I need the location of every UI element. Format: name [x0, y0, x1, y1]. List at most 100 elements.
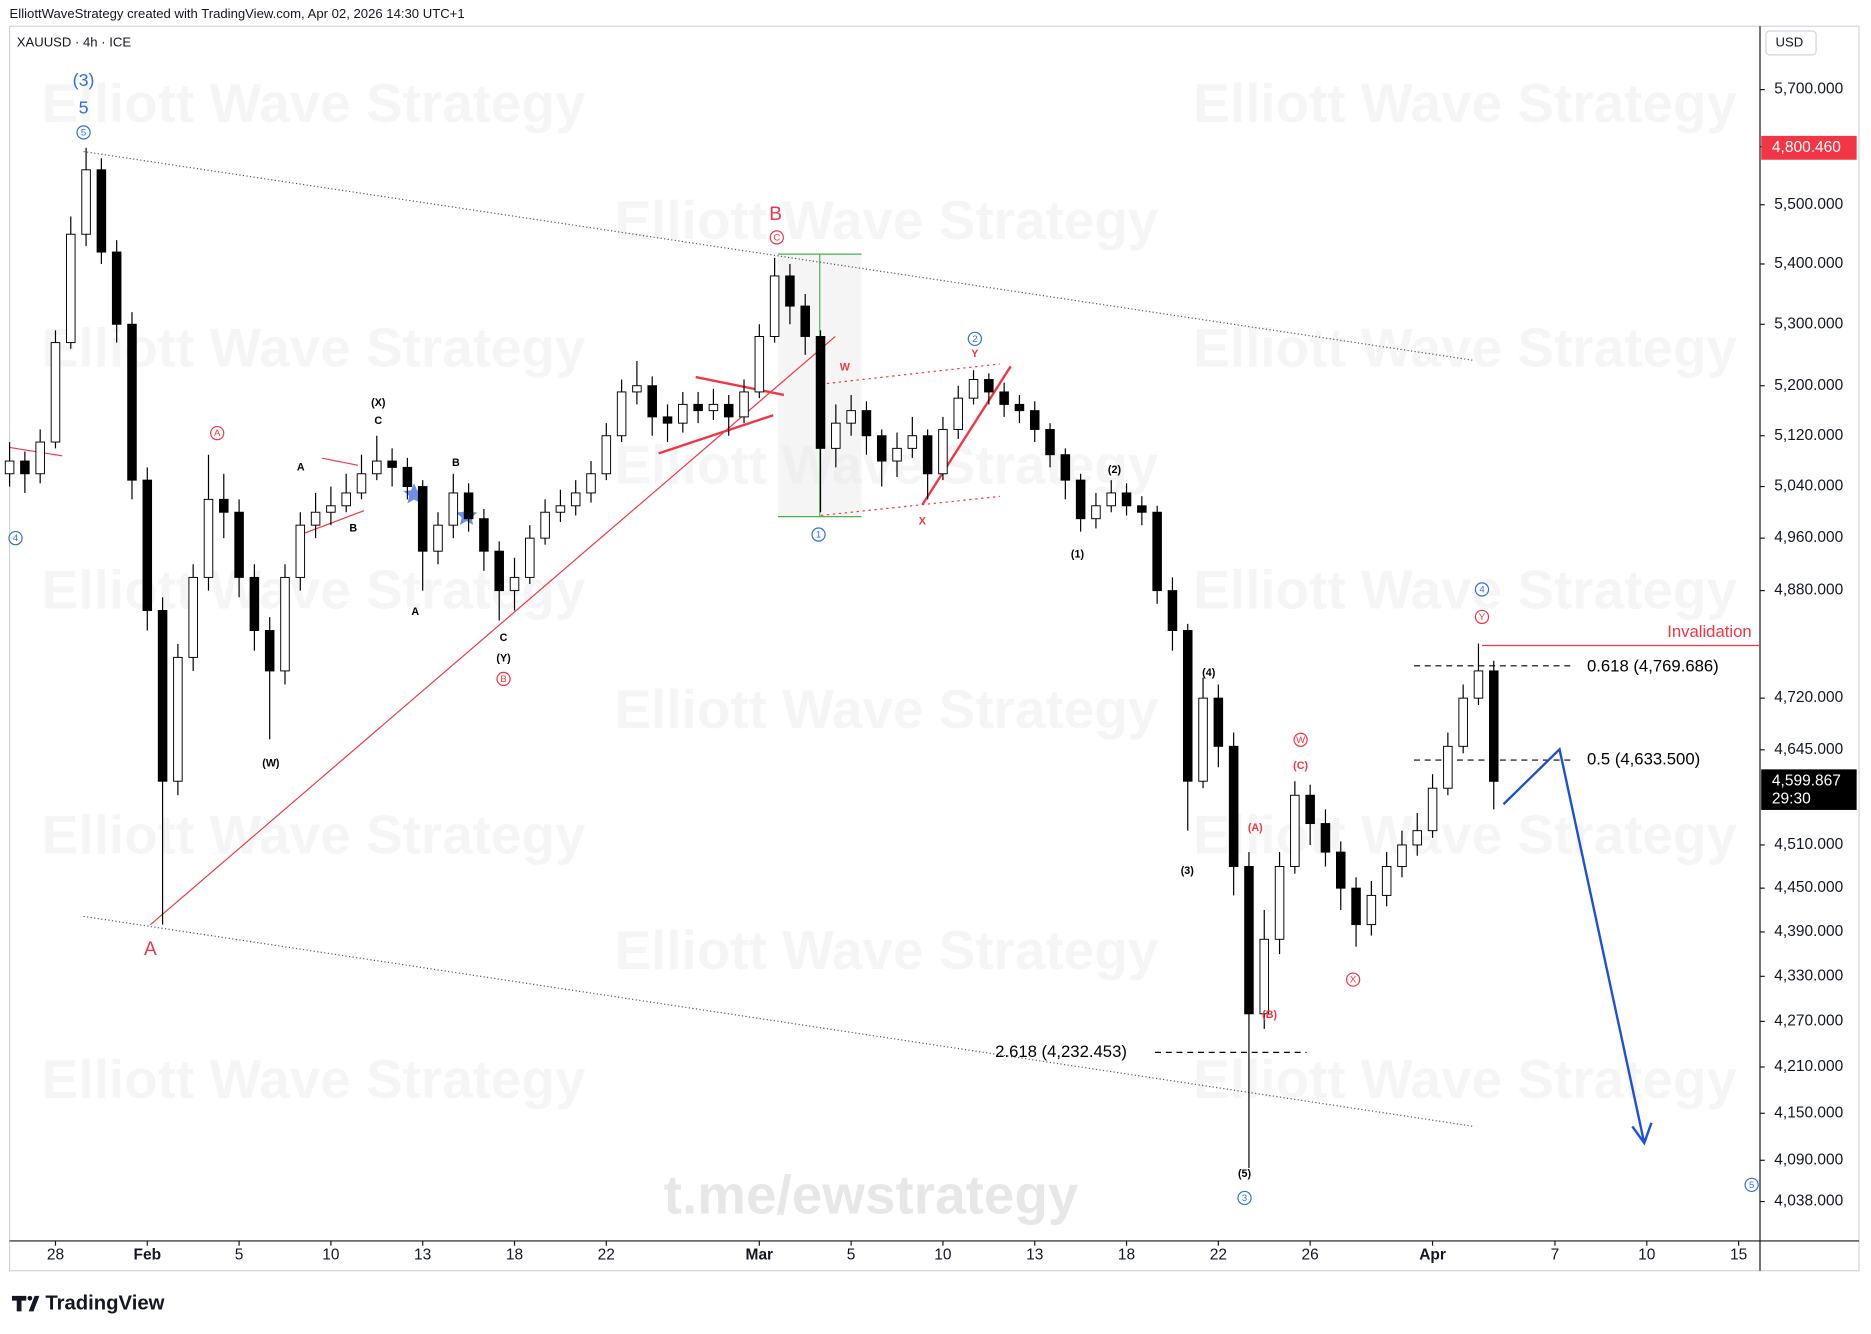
- candle: [127, 312, 137, 500]
- wave-circle: [76, 125, 91, 140]
- candle-body: [1029, 410, 1040, 430]
- candle: [310, 492, 321, 539]
- triangle-line: [300, 510, 365, 536]
- candle: [96, 158, 107, 264]
- candle-body: [953, 397, 963, 430]
- candle: [1121, 483, 1132, 516]
- currency: USD: [1776, 34, 1804, 49]
- candle: [203, 454, 214, 591]
- candle-body: [647, 385, 657, 418]
- candle-body: [632, 385, 642, 393]
- candle: [142, 467, 153, 631]
- candle: [708, 388, 719, 421]
- candle-body: [157, 610, 168, 782]
- symbol-title: XAUUSD · 4h · ICE: [17, 34, 132, 49]
- candle-body: [815, 335, 826, 449]
- candle: [999, 382, 1009, 417]
- candle-body: [387, 460, 397, 468]
- candle: [417, 480, 428, 591]
- candle: [647, 376, 657, 436]
- candle-body: [1121, 492, 1132, 507]
- candle-body: [1427, 787, 1438, 832]
- candle-body: [1137, 505, 1147, 513]
- wave-circle: [967, 331, 983, 347]
- candle: [555, 489, 566, 522]
- candle: [1335, 841, 1346, 910]
- candle-body: [1320, 823, 1331, 853]
- x-tick-label: 18: [1118, 1246, 1135, 1263]
- y-tick-label: 4,330.000: [1774, 967, 1843, 984]
- candle-body: [96, 169, 107, 253]
- wave-label: B: [349, 522, 357, 534]
- wave-label: W: [840, 361, 851, 373]
- watermark: Elliott Wave Strategy: [1193, 1048, 1737, 1110]
- watermark: Elliott Wave Strategy: [42, 1048, 586, 1110]
- candle-body: [754, 335, 765, 393]
- wave-label: (A): [1248, 822, 1263, 834]
- y-tick-label: 5,300.000: [1774, 315, 1843, 332]
- candle: [693, 391, 703, 424]
- candle-body: [402, 466, 413, 488]
- candle-body: [1106, 492, 1117, 507]
- candle-body: [1014, 403, 1025, 412]
- candle-body: [1228, 745, 1239, 867]
- candle: [81, 147, 91, 247]
- candle-body: [35, 441, 45, 475]
- candle: [372, 435, 382, 481]
- candle-body: [1274, 865, 1285, 940]
- currency-box: [1765, 30, 1817, 56]
- candle-body: [1244, 865, 1254, 1015]
- candle-body: [907, 435, 918, 449]
- wave-label: (Y): [496, 652, 511, 664]
- candle: [1075, 473, 1086, 532]
- candle: [984, 373, 994, 405]
- wave-label: B: [500, 674, 506, 685]
- axes: 5,700.0005,600.0005,500.0005,400.0005,30…: [47, 81, 1857, 1263]
- candle: [815, 330, 826, 513]
- watermarks: Elliott Wave Strategy Elliott Wave Strate…: [42, 316, 1737, 1226]
- candle-body: [540, 511, 550, 539]
- x-tick-label: 10: [1638, 1246, 1656, 1263]
- y-tick-label: 4,510.000: [1774, 836, 1843, 853]
- y-tick-label: 4,038.000: [1774, 1193, 1843, 1210]
- wave-label: 3: [1242, 1193, 1247, 1204]
- x-tick-label: Mar: [746, 1246, 774, 1263]
- y-tick-label: 5,400.000: [1774, 255, 1843, 272]
- wave-label: (3): [73, 70, 95, 90]
- candle: [1381, 852, 1392, 907]
- candle: [739, 379, 749, 424]
- watermark: Elliott Wave Strategy: [1193, 316, 1737, 378]
- wave-label: B: [769, 204, 782, 225]
- candle-body: [693, 403, 703, 412]
- candle: [1305, 784, 1315, 845]
- candle: [234, 499, 244, 598]
- candle-body: [525, 537, 535, 578]
- watermark: Elliott Wave Strategy: [615, 678, 1159, 740]
- candle: [448, 473, 459, 539]
- wave-label: A: [297, 462, 305, 474]
- logo-dot: [27, 1295, 33, 1301]
- wave-label: 4: [13, 533, 19, 544]
- candle: [1259, 909, 1270, 1029]
- caption: ElliottWaveStrategy created with Trading…: [10, 6, 465, 21]
- candle: [1351, 877, 1361, 947]
- candle-body: [295, 524, 306, 578]
- candle-body: [1045, 428, 1055, 456]
- candle-body: [586, 473, 596, 494]
- candle-body: [1397, 844, 1407, 867]
- candle: [1489, 660, 1499, 810]
- wave-label: 1: [816, 530, 821, 541]
- candle-body: [723, 403, 734, 418]
- candle: [1182, 623, 1193, 831]
- watermark: Elliott Wave Strategy: [42, 559, 586, 621]
- candle: [1473, 643, 1484, 705]
- price-marker: [1761, 135, 1857, 160]
- candle: [188, 564, 198, 671]
- candle: [1412, 812, 1423, 856]
- x-tick-label: 28: [47, 1246, 64, 1263]
- candle-body: [984, 379, 994, 393]
- candle: [616, 379, 627, 443]
- candle-body: [662, 416, 673, 424]
